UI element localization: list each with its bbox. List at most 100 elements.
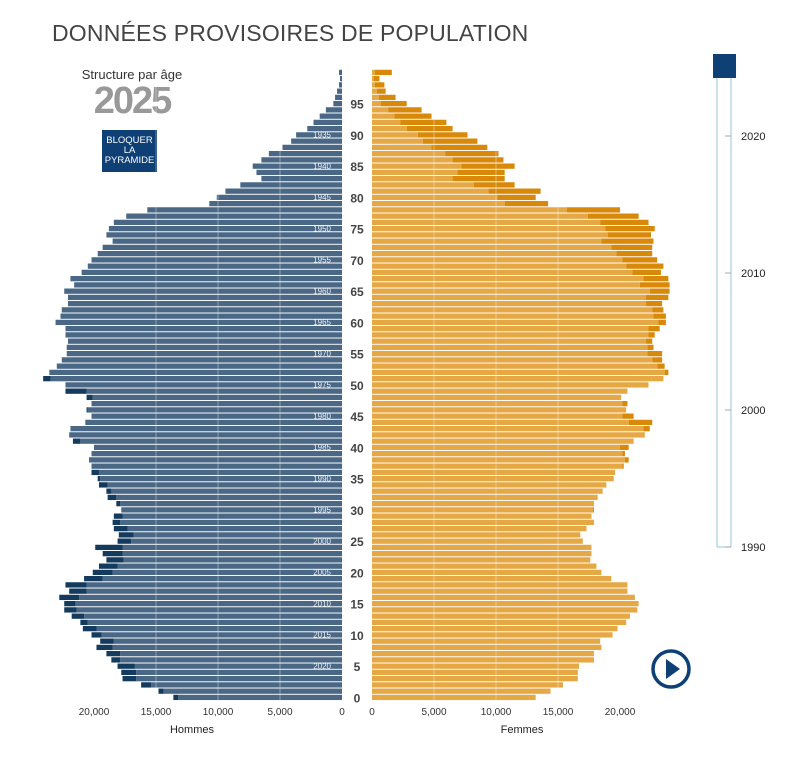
men-bar [126,213,343,219]
men-bar [91,257,343,263]
women-excess-bar [652,357,663,363]
men-bar [121,507,342,513]
men-bar [87,619,342,626]
women-bar [372,357,653,363]
men-bar [339,82,342,88]
age-tick: 85 [350,160,364,174]
men-bar [50,376,342,382]
men-bar [225,188,342,194]
men-x-tick: 10,000 [203,707,234,718]
women-excess-bar [376,88,386,94]
women-bar [372,276,644,282]
women-bar [372,601,639,607]
men-excess-bar [173,694,179,701]
men-excess-bar [122,676,137,682]
women-bar [372,594,635,601]
men-bar [65,332,342,338]
men-excess-bar [72,438,81,444]
birth-year-label: 1950 [313,224,331,233]
men-excess-bar [96,644,113,651]
play-button[interactable] [651,649,691,689]
age-tick: 60 [350,316,364,330]
women-bar [372,482,607,488]
men-bar [100,476,342,482]
women-excess-bar [400,119,447,126]
women-bar [372,82,375,88]
men-bar [86,588,342,594]
men-excess-bar [106,488,112,494]
men-excess-bar [102,551,123,557]
women-bar [372,438,634,444]
birth-year-label: 2015 [313,631,331,640]
women-excess-bar [605,226,655,232]
men-bar [91,413,343,419]
women-bar [372,513,592,519]
age-tick: 75 [350,223,364,237]
women-bar [372,282,640,288]
men-bar [49,369,343,376]
men-bar [147,207,342,213]
men-bar [252,163,342,169]
year-slider[interactable]: 1990 2000 2010 2020 [713,54,765,554]
men-bar [91,463,343,469]
women-excess-bar [388,107,422,113]
men-bar [70,426,342,432]
men-bar [85,419,342,426]
women-excess-bar [643,426,650,432]
men-bar [79,594,343,601]
women-bar [372,238,602,244]
men-excess-bar [43,376,51,382]
men-bar [123,557,342,563]
men-excess-bar [65,388,87,394]
men-bar [216,194,342,201]
men-bar [97,251,342,257]
men-bar [340,76,342,82]
lock-pyramid-button[interactable]: BLOQUER LA PYRAMIDE [102,130,157,172]
birth-year-label: 1930 [313,99,331,108]
play-icon [666,659,680,679]
men-bar [86,582,342,588]
men-bar [74,282,342,288]
age-tick: 20 [350,566,364,580]
women-bar [372,338,647,344]
men-axis-label: Hommes [170,724,215,736]
men-bar [80,438,343,444]
women-bar [372,407,627,413]
women-bar [372,182,474,188]
men-excess-bar [92,569,113,576]
slider-handle[interactable] [713,54,736,78]
women-bar [372,269,633,276]
men-bar [67,301,343,307]
birth-year-label: 1945 [313,193,331,202]
women-excess-bar [406,126,453,132]
men-excess-bar [106,557,124,563]
men-x-tick: 20,000 [79,707,110,718]
women-bar [372,657,594,663]
women-excess-bar [422,138,478,144]
men-x-tick: 5,000 [267,707,292,718]
age-tick: 45 [350,410,364,424]
men-bar [134,663,342,669]
women-bar [372,444,620,451]
men-bar [87,407,342,413]
women-bar [372,432,645,438]
age-tick: 30 [350,504,364,518]
women-bar [372,94,379,101]
women-excess-bar [587,213,639,219]
women-excess-bar [611,244,653,251]
men-bar [120,501,342,507]
women-bar [372,588,628,594]
women-bar [372,301,647,307]
men-bar [76,607,342,613]
birth-year-label: 1960 [313,287,331,296]
men-bar [89,457,342,463]
women-bar [372,169,458,176]
women-bar [372,332,649,338]
women-bar [372,501,594,507]
women-excess-bar [622,463,624,469]
men-bar [122,551,343,557]
men-excess-bar [116,501,121,507]
men-bar [87,263,342,269]
men-excess-bar [113,526,128,532]
